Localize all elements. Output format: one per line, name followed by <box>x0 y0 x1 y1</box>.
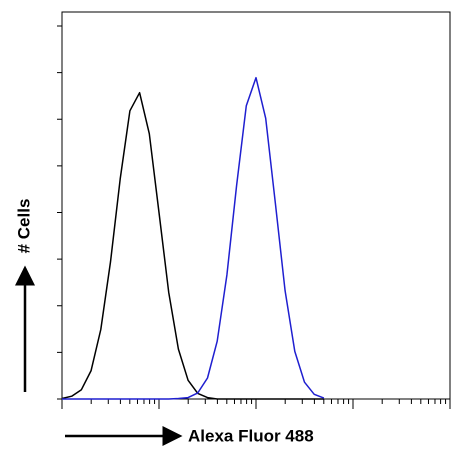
x-axis-label: Alexa Fluor 488 <box>188 426 314 445</box>
histogram-line <box>62 76 325 400</box>
y-axis-label: # Cells <box>14 199 33 254</box>
histogram-line <box>61 91 324 400</box>
plot-frame <box>61 11 451 400</box>
